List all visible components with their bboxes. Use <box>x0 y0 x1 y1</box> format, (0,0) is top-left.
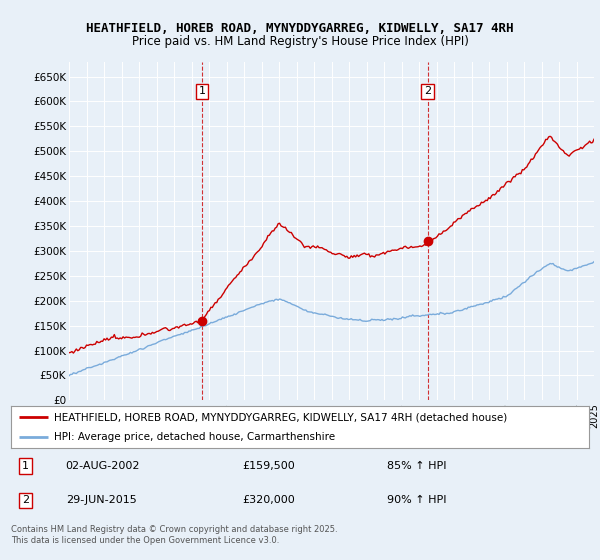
Text: 1: 1 <box>199 86 205 96</box>
Text: Price paid vs. HM Land Registry's House Price Index (HPI): Price paid vs. HM Land Registry's House … <box>131 35 469 48</box>
Text: HEATHFIELD, HOREB ROAD, MYNYDDYGARREG, KIDWELLY, SA17 4RH: HEATHFIELD, HOREB ROAD, MYNYDDYGARREG, K… <box>86 22 514 35</box>
Text: Contains HM Land Registry data © Crown copyright and database right 2025.
This d: Contains HM Land Registry data © Crown c… <box>11 525 337 545</box>
Text: £320,000: £320,000 <box>242 496 295 506</box>
Text: 02-AUG-2002: 02-AUG-2002 <box>66 461 140 471</box>
Text: 29-JUN-2015: 29-JUN-2015 <box>66 496 136 506</box>
Text: 1: 1 <box>22 461 29 471</box>
Text: HEATHFIELD, HOREB ROAD, MYNYDDYGARREG, KIDWELLY, SA17 4RH (detached house): HEATHFIELD, HOREB ROAD, MYNYDDYGARREG, K… <box>54 412 508 422</box>
Text: 2: 2 <box>22 496 29 506</box>
Text: HPI: Average price, detached house, Carmarthenshire: HPI: Average price, detached house, Carm… <box>54 432 335 442</box>
Text: £159,500: £159,500 <box>242 461 295 471</box>
Text: 85% ↑ HPI: 85% ↑ HPI <box>387 461 446 471</box>
Text: 2: 2 <box>424 86 431 96</box>
Text: 90% ↑ HPI: 90% ↑ HPI <box>387 496 446 506</box>
